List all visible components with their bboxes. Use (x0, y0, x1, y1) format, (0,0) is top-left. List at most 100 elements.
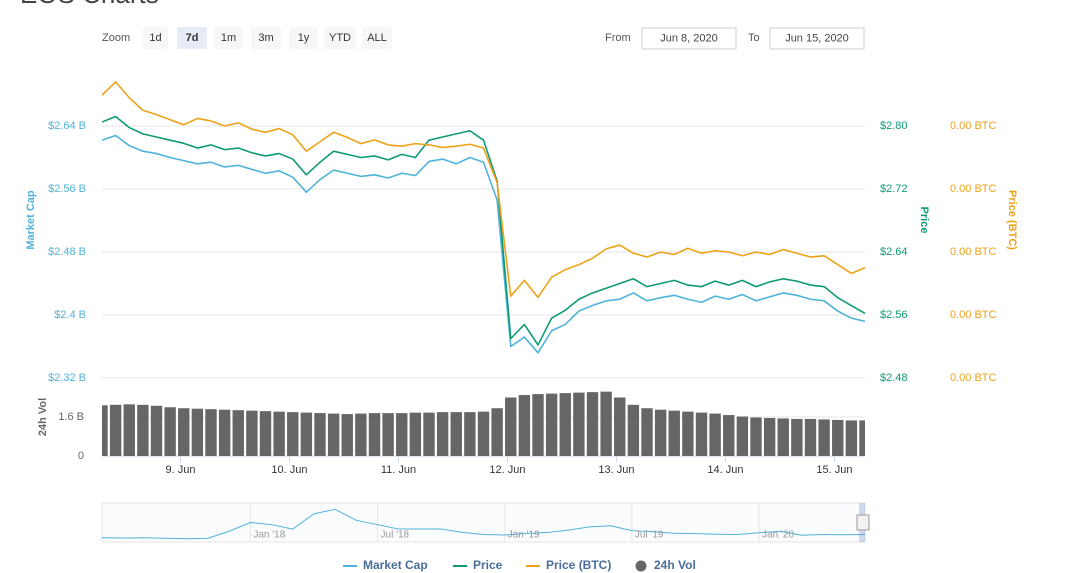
volume-bar (259, 411, 272, 456)
volume-bar (723, 415, 735, 456)
y-tick-label: $2.64 B (48, 120, 86, 132)
volume-bar (763, 417, 776, 456)
navigator-frame (101, 502, 866, 543)
navigator-handle[interactable] (856, 514, 870, 531)
legend-label[interactable]: Price (473, 558, 503, 572)
volume-bar (736, 416, 749, 456)
from-label: From (605, 32, 631, 44)
volume-bar (246, 410, 258, 456)
zoom-button-label[interactable]: 7d (186, 32, 199, 44)
volume-bar (102, 405, 108, 456)
y-tick-label: $2.56 B (48, 183, 86, 195)
legend-label[interactable]: Market Cap (363, 558, 428, 572)
y2-tick-label: $2.72 (880, 183, 908, 195)
volume-bar (450, 412, 462, 456)
volume-bar (682, 411, 694, 456)
volume-bar (327, 413, 340, 456)
zoom-button[interactable] (214, 27, 243, 49)
volume-bar (559, 393, 571, 456)
navigator-tick-label: Jan '18 (253, 530, 285, 541)
volume-bar (164, 407, 176, 456)
navigator-tick-label: Jul '18 (381, 530, 410, 541)
volume-bar (355, 413, 367, 456)
y2-tick-label: $2.64 (880, 246, 908, 258)
zoom-button[interactable] (251, 27, 281, 49)
zoom-button-label[interactable]: 3m (258, 32, 273, 44)
volume-bar (218, 409, 231, 456)
legend-symbol[interactable] (635, 560, 647, 572)
volume-bar (300, 412, 313, 456)
legend-label[interactable]: Price (BTC) (546, 558, 611, 572)
to-value[interactable]: Jun 15, 2020 (785, 32, 849, 44)
y-tick-label: $2.4 B (54, 309, 86, 321)
volume-bar (627, 404, 640, 456)
volume-bar (436, 412, 449, 456)
volume-bar (654, 409, 667, 456)
to-input[interactable] (769, 27, 865, 50)
volume-bar (859, 420, 865, 456)
legend-label[interactable]: 24h Vol (654, 558, 696, 572)
volume-bar (600, 391, 612, 456)
zoom-button-label[interactable]: 1m (221, 32, 236, 44)
y2-axis-title: Price (918, 207, 930, 234)
volume-bar (368, 413, 381, 456)
x-tick-label: 12. Jun (489, 464, 525, 476)
volume-bar (818, 419, 830, 456)
zoom-button-label[interactable]: 1y (298, 32, 310, 44)
y3-tick-label: 0.00 BTC (950, 246, 997, 258)
volume-bar (464, 412, 476, 456)
to-label: To (748, 32, 760, 44)
volume-bar (709, 413, 721, 456)
volume-bar (668, 410, 680, 456)
series-line (102, 115, 865, 346)
volume-bar (491, 408, 503, 456)
volume-bar (396, 413, 408, 456)
zoom-button-label[interactable]: 1d (149, 32, 161, 44)
volume-bar (341, 414, 353, 456)
navigator-line (102, 508, 865, 540)
y3-tick-label: 0.00 BTC (950, 309, 997, 321)
from-value[interactable]: Jun 8, 2020 (660, 32, 718, 44)
x-tick-label: 14. Jun (707, 464, 743, 476)
y2-tick-label: $2.80 (880, 120, 908, 132)
zoom-button[interactable] (289, 27, 318, 49)
zoom-button[interactable] (177, 27, 207, 49)
volume-bar (287, 412, 299, 456)
volume-bar (505, 397, 517, 456)
zoom-button-label[interactable]: ALL (367, 32, 387, 44)
volume-bar (845, 420, 858, 456)
volume-bar (477, 411, 490, 456)
zoom-button[interactable] (362, 27, 392, 49)
zoom-button[interactable] (143, 27, 168, 49)
volume-bar (123, 404, 135, 456)
volume-bar (545, 393, 558, 456)
y-tick-label: $2.32 B (48, 372, 86, 384)
vol-tick-label: 1.6 B (58, 411, 84, 423)
navigator-tick-label: Jul '19 (635, 530, 664, 541)
volume-bar (573, 392, 585, 456)
zoom-button[interactable] (324, 27, 356, 49)
volume-bar (777, 418, 789, 456)
from-input[interactable] (641, 27, 737, 50)
volume-bar (273, 411, 285, 456)
volume-bar (109, 404, 122, 456)
x-tick-label: 9. Jun (165, 464, 195, 476)
navigator-tick-label: Jan '20 (762, 530, 794, 541)
volume-bar (804, 418, 817, 456)
y3-tick-label: 0.00 BTC (950, 183, 997, 195)
volume-bar (518, 395, 531, 456)
x-tick-label: 10. Jun (271, 464, 307, 476)
vol-tick-label: 0 (78, 450, 84, 462)
x-tick-label: 15. Jun (816, 464, 852, 476)
plot-area (102, 81, 865, 456)
page-title: EOS Charts (20, 0, 159, 9)
y-axis-title: Market Cap (25, 190, 37, 250)
volume-bar (695, 412, 708, 456)
zoom-button-label[interactable]: YTD (329, 32, 351, 44)
volume-bar (750, 417, 762, 456)
volume-bar (409, 412, 422, 456)
volume-bar (614, 397, 626, 456)
navigator-tick-label: Jan '19 (508, 530, 540, 541)
volume-bar (586, 392, 599, 456)
